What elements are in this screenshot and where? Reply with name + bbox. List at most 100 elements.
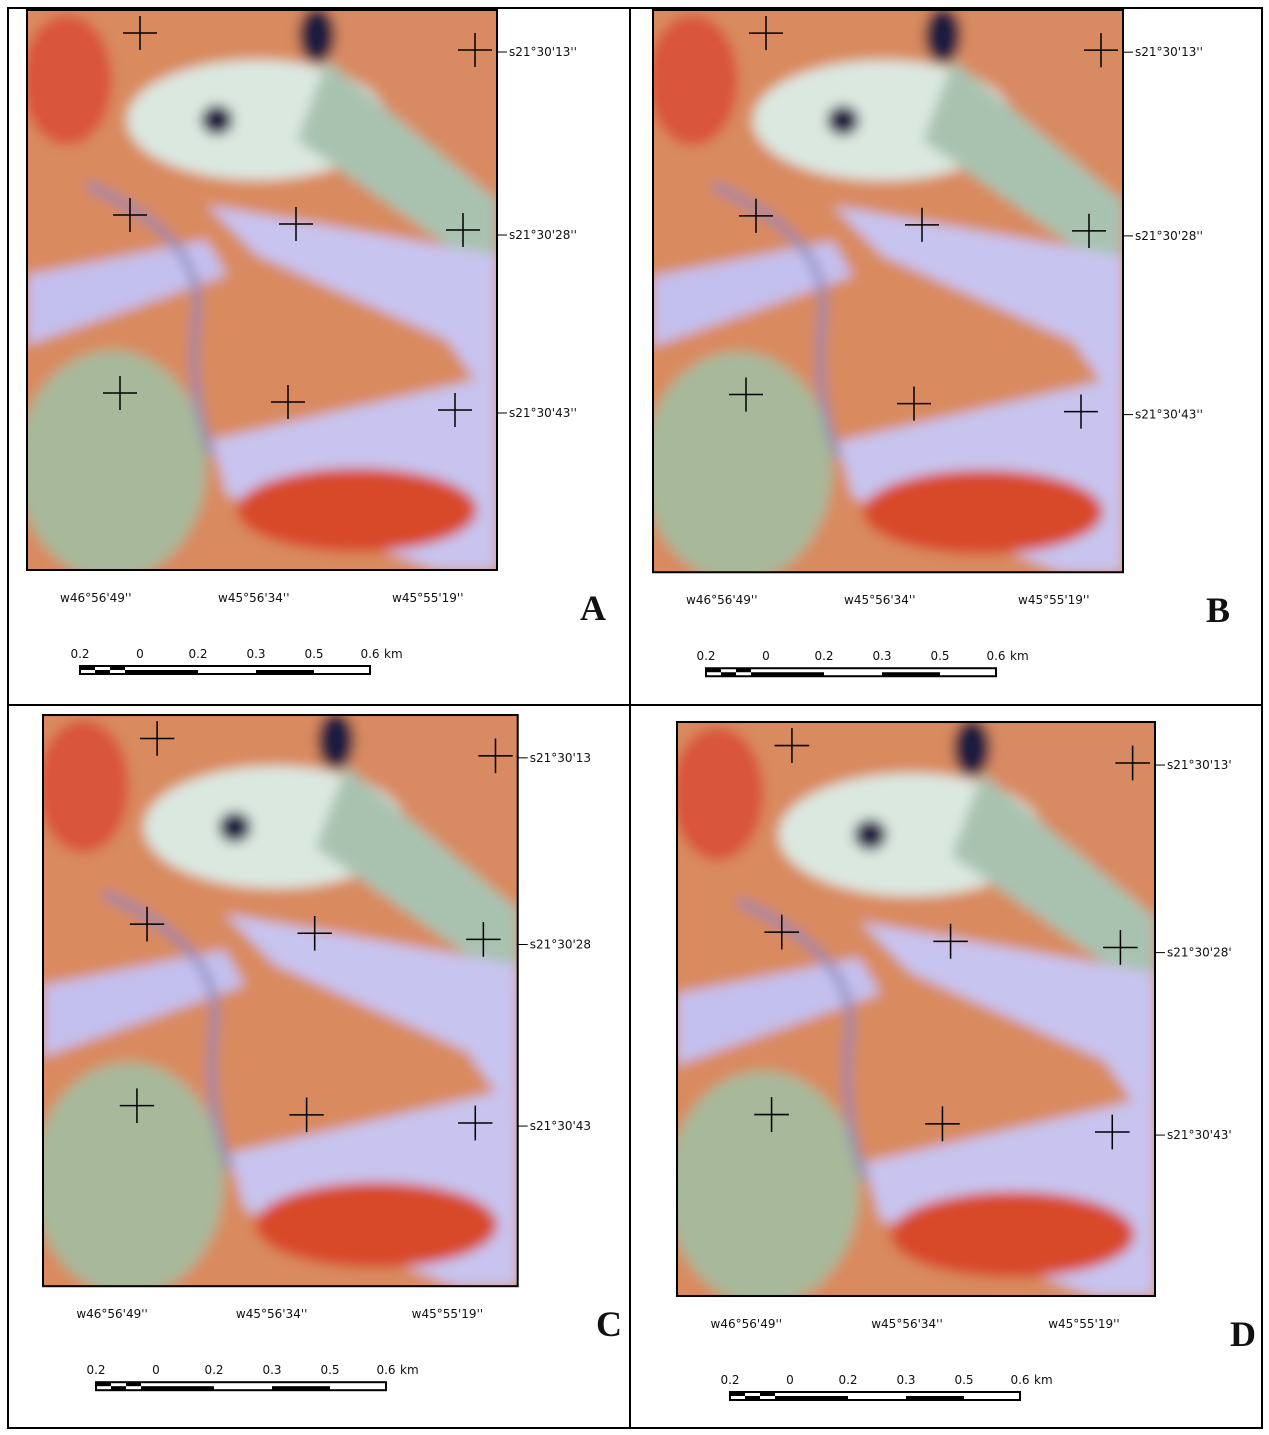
longitude-label: w46°56'49'': [711, 1317, 783, 1331]
scale-segment: [766, 672, 824, 677]
crosshair: [1064, 394, 1098, 429]
scale-label: 0.6: [376, 1363, 395, 1377]
latitude-label: s21°30'43': [1167, 1128, 1232, 1142]
scale-segment: [272, 1386, 330, 1391]
longitude-label: w46°56'49'': [60, 591, 132, 605]
crosshair: [438, 393, 472, 427]
latitude-label: s21°30'28'': [1135, 229, 1203, 243]
crosshair: [1084, 33, 1118, 68]
scale-label: km: [1034, 1373, 1053, 1387]
longitude-label: w45°55'19'': [412, 1307, 484, 1321]
satellite-image: [633, 0, 1143, 592]
scale-segment: [736, 668, 751, 673]
crosshair: [123, 16, 157, 50]
scale-segment: [95, 670, 110, 674]
scale-label: 0.3: [246, 647, 265, 661]
scale-label: 0: [762, 649, 770, 663]
scale-label: 0: [152, 1363, 160, 1377]
longitude-label: w46°56'49'': [76, 1307, 148, 1321]
image: [23, 695, 538, 1307]
scale-label: 0.6: [986, 649, 1005, 663]
scale-label: km: [384, 647, 403, 661]
crosshair: [739, 198, 773, 233]
scale-label: 0.5: [930, 649, 949, 663]
scale-label: 0.2: [204, 1363, 223, 1377]
image: [7, 0, 517, 590]
crosshair: [764, 914, 800, 950]
scale-label: 0.3: [872, 649, 891, 663]
crosshair: [1094, 1114, 1130, 1150]
scale-segment: [751, 672, 766, 677]
crosshair: [446, 213, 480, 247]
longitude-label: w45°56'34'': [236, 1307, 308, 1321]
panel-letter: D: [1230, 1314, 1256, 1354]
latitude-label: s21°30'28: [530, 938, 591, 952]
crosshair: [103, 376, 137, 410]
satellite-image: [23, 695, 538, 1307]
scale-segment: [730, 1392, 745, 1396]
scale-label: 0.5: [954, 1373, 973, 1387]
scale-label: 0.2: [188, 647, 207, 661]
crosshair: [271, 385, 305, 419]
latitude-label: s21°30'43: [530, 1119, 591, 1133]
crosshair: [729, 377, 763, 412]
panel: s21°30'13'' s21°30'28'' s21°30'43'' w46°56'…: [7, 0, 606, 675]
crosshair: [1115, 745, 1150, 781]
latitude-label: s21°30'28'': [509, 228, 577, 242]
crosshair: [749, 16, 783, 51]
longitude-label: w45°55'19'': [1018, 593, 1090, 607]
crosshair: [774, 728, 810, 763]
scale-label: 0: [786, 1373, 794, 1387]
longitude-label: w45°56'34'': [844, 593, 916, 607]
panel-letter: A: [580, 588, 606, 628]
scale-label: 0.2: [720, 1373, 739, 1387]
latitude-label: s21°30'43'': [1135, 408, 1203, 422]
scale-segment: [141, 1386, 156, 1391]
crosshair: [139, 721, 175, 756]
image: [633, 0, 1143, 592]
crosshair: [279, 207, 313, 241]
longitude-label: w45°55'19'': [392, 591, 464, 605]
scale-label: 0.2: [814, 649, 833, 663]
crosshair: [1103, 930, 1138, 965]
scale-label: km: [1010, 649, 1029, 663]
crosshair: [754, 1097, 789, 1132]
latitude-label: s21°30'13'': [1135, 45, 1203, 59]
scale-label: 0.6: [1010, 1373, 1029, 1387]
scale-label: 0.2: [70, 647, 89, 661]
crosshair: [119, 1088, 155, 1123]
longitude-label: w45°56'34'': [218, 591, 290, 605]
scale-label: 0.3: [262, 1363, 281, 1377]
longitude-label: w45°55'19'': [1048, 1317, 1120, 1331]
scale-label: km: [400, 1363, 419, 1377]
crosshair: [933, 923, 968, 959]
scale-segment: [745, 1396, 760, 1400]
scale-label: 0.3: [896, 1373, 915, 1387]
crosshair: [458, 1105, 493, 1141]
image: [657, 702, 1176, 1317]
panel-letter: C: [596, 1304, 622, 1344]
scale-segment: [110, 666, 125, 670]
scale-label: 0.2: [86, 1363, 105, 1377]
scale-label: 0.5: [304, 647, 323, 661]
scale-segment: [721, 672, 736, 677]
longitude-label: w46°56'49'': [686, 593, 758, 607]
latitude-label: s21°30'13'': [509, 45, 577, 59]
crosshair: [478, 738, 513, 774]
satellite-image: [7, 0, 517, 590]
scale-segment: [706, 668, 721, 673]
scale-label: 0.2: [696, 649, 715, 663]
crosshair: [925, 1106, 960, 1142]
crosshair: [297, 915, 332, 951]
scale-segment: [906, 1396, 964, 1400]
crosshair: [905, 207, 939, 242]
scale-label: 0.2: [838, 1373, 857, 1387]
crosshair: [458, 33, 492, 67]
scale-segment: [882, 672, 940, 677]
longitude-label: w45°56'34'': [871, 1317, 943, 1331]
panel: s21°30'13' s21°30'28' s21°30'43' w46°56'49'…: [657, 702, 1256, 1401]
scale-segment: [96, 1382, 111, 1387]
scale-segment: [125, 670, 140, 674]
latitude-label: s21°30'13: [530, 751, 591, 765]
scale-segment: [790, 1396, 848, 1400]
